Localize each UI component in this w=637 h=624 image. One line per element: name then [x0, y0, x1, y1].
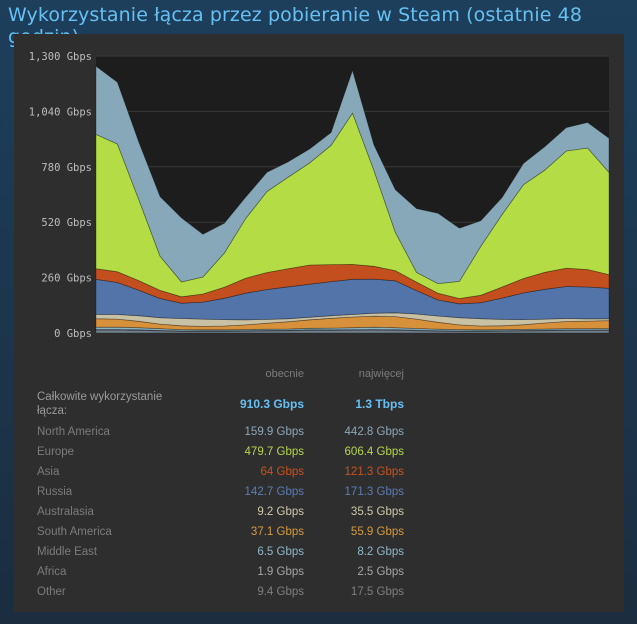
region-peak: 8.2 Gbps: [357, 546, 404, 558]
region-current: 9.2 Gbps: [257, 506, 304, 518]
table-header: obecnie najwięcej: [37, 362, 404, 386]
region-label: Asia: [37, 466, 60, 478]
table-row: Australasia 9.2 Gbps 35.5 Gbps: [37, 502, 404, 522]
area-africa: [95, 328, 610, 332]
table-row: Europe 479.7 Gbps 606.4 Gbps: [37, 442, 404, 462]
region-current: 64 Gbps: [260, 466, 304, 478]
bandwidth-table: obecnie najwięcej Całkowite wykorzystani…: [37, 362, 404, 602]
y-tick-label: 260 Gbps: [41, 273, 92, 285]
region-current: 9.4 Gbps: [257, 586, 304, 598]
region-current: 142.7 Gbps: [244, 486, 304, 498]
y-tick-label: 520 Gbps: [41, 217, 92, 229]
region-label: Australasia: [37, 506, 94, 518]
table-row: North America 159.9 Gbps 442.8 Gbps: [37, 422, 404, 442]
region-peak: 35.5 Gbps: [350, 506, 404, 518]
region-peak: 442.8 Gbps: [344, 426, 404, 438]
table-row: Middle East 6.5 Gbps 8.2 Gbps: [37, 542, 404, 562]
region-peak: 171.3 Gbps: [344, 486, 404, 498]
region-peak: 606.4 Gbps: [344, 446, 404, 458]
total-current: 910.3 Gbps: [239, 397, 304, 411]
region-label: Middle East: [37, 546, 98, 558]
region-peak: 2.5 Gbps: [357, 566, 404, 578]
table-row: Africa 1.9 Gbps 2.5 Gbps: [37, 562, 404, 582]
region-current: 1.9 Gbps: [257, 566, 304, 578]
region-label: South America: [37, 526, 112, 538]
region-peak: 17.5 Gbps: [350, 586, 404, 598]
y-tick-label: 780 Gbps: [41, 162, 92, 174]
region-label: Europe: [37, 446, 75, 458]
table-row: Asia 64 Gbps 121.3 Gbps: [37, 462, 404, 482]
region-current: 159.9 Gbps: [244, 426, 304, 438]
table-row: Other 9.4 Gbps 17.5 Gbps: [37, 582, 404, 602]
region-label: Africa: [37, 566, 67, 578]
region-label: North America: [37, 426, 110, 438]
area-north-america: [95, 65, 610, 285]
region-peak: 121.3 Gbps: [344, 466, 404, 478]
area-asia: [95, 263, 610, 305]
area-other: [95, 329, 610, 334]
y-tick-label: 0 Gbps: [54, 328, 92, 340]
region-peak: 55.9 Gbps: [350, 526, 404, 538]
total-label: Całkowite wykorzystanie łącza:: [37, 391, 163, 417]
region-current: 37.1 Gbps: [250, 526, 304, 538]
y-tick-label: 1,300 Gbps: [29, 51, 92, 63]
header-current: obecnie: [265, 368, 304, 380]
region-current: 479.7 Gbps: [244, 446, 304, 458]
table-row: Russia 142.7 Gbps 171.3 Gbps: [37, 482, 404, 502]
region-label: Other: [37, 586, 66, 598]
region-label: Russia: [37, 486, 73, 498]
area-europe: [95, 112, 610, 299]
total-peak: 1.3 Tbps: [355, 397, 404, 411]
region-current: 6.5 Gbps: [257, 546, 304, 558]
bandwidth-chart: 1,300 Gbps 1,040 Gbps 780 Gbps 520 Gbps 260 …: [29, 51, 610, 340]
total-row: Całkowite wykorzystanie łącza: 910.3 Gbp…: [37, 386, 404, 422]
area-russia: [95, 278, 610, 321]
y-tick-label: 1,040 Gbps: [29, 106, 92, 118]
table-row: South America 37.1 Gbps 55.9 Gbps: [37, 522, 404, 542]
stacked-areas: [95, 65, 610, 334]
y-axis-ticks: 1,300 Gbps 1,040 Gbps 780 Gbps 520 Gbps 260 …: [29, 51, 92, 340]
header-peak: najwięcej: [358, 368, 404, 380]
